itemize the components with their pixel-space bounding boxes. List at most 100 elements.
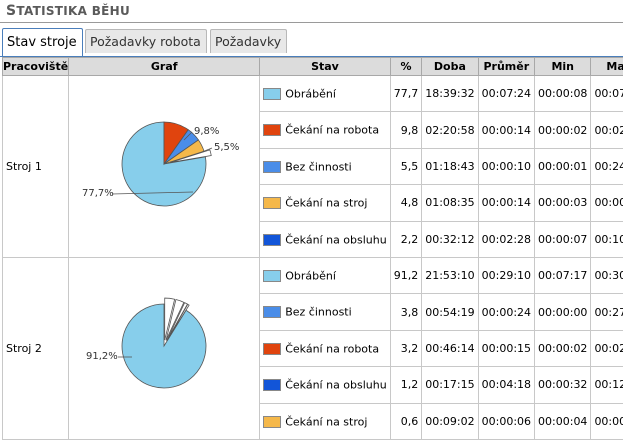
max-cell: 00:07:47 xyxy=(591,76,623,112)
doba-cell: 00:09:02 xyxy=(422,403,478,439)
min-cell: 00:00:02 xyxy=(535,330,591,366)
percent-cell: 4,8 xyxy=(390,185,422,221)
legend-swatch xyxy=(263,197,281,209)
stav-label: Obrábění xyxy=(285,87,336,100)
max-cell: 00:00:36 xyxy=(591,185,623,221)
pie-chart: 77,7% 9,8% 5,5% xyxy=(72,76,256,254)
column-header-pct: % xyxy=(390,58,422,76)
prumer-cell: 00:07:24 xyxy=(478,76,534,112)
stav-label: Čekání na obsluhu xyxy=(285,233,387,246)
min-cell: 00:00:01 xyxy=(535,148,591,184)
column-header-doba: Doba xyxy=(422,58,478,76)
pie-label: 5,5% xyxy=(214,142,239,153)
prumer-cell: 00:00:10 xyxy=(478,148,534,184)
column-header-min: Min xyxy=(535,58,591,76)
prumer-cell: 00:00:14 xyxy=(478,185,534,221)
legend-swatch xyxy=(263,343,281,355)
stav-cell: Čekání na stroj xyxy=(260,185,391,221)
percent-cell: 1,2 xyxy=(390,367,422,403)
doba-cell: 00:54:19 xyxy=(422,294,478,330)
percent-cell: 77,7 xyxy=(390,76,422,112)
percent-cell: 91,2 xyxy=(390,258,422,294)
stav-cell: Obrábění xyxy=(260,76,391,112)
statistics-table: Pracoviště Graf Stav % Doba Průměr Min M… xyxy=(2,57,623,440)
stav-label: Čekání na robota xyxy=(285,342,379,355)
prumer-cell: 00:29:10 xyxy=(478,258,534,294)
stav-label: Čekání na stroj xyxy=(285,415,367,428)
header-row: Pracoviště Graf Stav % Doba Průměr Min M… xyxy=(3,58,623,76)
percent-cell: 9,8 xyxy=(390,112,422,148)
prumer-cell: 00:02:28 xyxy=(478,221,534,257)
max-cell: 00:27:13 xyxy=(591,294,623,330)
page-title: STATISTIKA BĚHU xyxy=(6,3,130,19)
legend-swatch xyxy=(263,124,281,136)
doba-cell: 21:53:10 xyxy=(422,258,478,294)
column-header-pracoviste: Pracoviště xyxy=(3,58,69,76)
percent-cell: 0,6 xyxy=(390,403,422,439)
column-header-prumer: Průměr xyxy=(478,58,534,76)
legend-swatch xyxy=(263,270,281,282)
pie-chart-cell: 91,2% xyxy=(69,258,260,440)
tab-pozadavky[interactable]: Požadavky xyxy=(210,29,287,53)
min-cell: 00:00:07 xyxy=(535,221,591,257)
min-cell: 00:00:32 xyxy=(535,367,591,403)
tab-bar: Stav stroje Požadavky robota Požadavky xyxy=(2,29,623,56)
min-cell: 00:00:04 xyxy=(535,403,591,439)
doba-cell: 01:18:43 xyxy=(422,148,478,184)
percent-cell: 5,5 xyxy=(390,148,422,184)
min-cell: 00:00:03 xyxy=(535,185,591,221)
stav-cell: Čekání na obsluhu xyxy=(260,221,391,257)
percent-cell: 3,2 xyxy=(390,330,422,366)
prumer-cell: 00:00:15 xyxy=(478,330,534,366)
doba-cell: 00:46:14 xyxy=(422,330,478,366)
doba-cell: 02:20:58 xyxy=(422,112,478,148)
prumer-cell: 00:00:14 xyxy=(478,112,534,148)
stav-label: Čekání na obsluhu xyxy=(285,379,387,392)
legend-swatch xyxy=(263,234,281,246)
max-cell: 00:30:11 xyxy=(591,258,623,294)
pie-chart: 91,2% xyxy=(72,258,256,436)
legend-swatch xyxy=(263,416,281,428)
doba-cell: 01:08:35 xyxy=(422,185,478,221)
percent-cell: 2,2 xyxy=(390,221,422,257)
station-cell: Stroj 1 xyxy=(3,76,69,258)
prumer-cell: 00:00:06 xyxy=(478,403,534,439)
tab-pozadavky-robota[interactable]: Požadavky robota xyxy=(85,29,207,53)
station-cell: Stroj 2 xyxy=(3,258,69,440)
tab-stav-stroje[interactable]: Stav stroje xyxy=(2,28,83,56)
stav-cell: Čekání na obsluhu xyxy=(260,367,391,403)
stav-cell: Čekání na robota xyxy=(260,330,391,366)
prumer-cell: 00:04:18 xyxy=(478,367,534,403)
pie-chart-cell: 77,7% 9,8% 5,5% xyxy=(69,76,260,258)
stav-cell: Čekání na robota xyxy=(260,112,391,148)
legend-swatch xyxy=(263,88,281,100)
column-header-graf: Graf xyxy=(69,58,260,76)
max-cell: 00:00:28 xyxy=(591,403,623,439)
title-divider xyxy=(0,22,623,23)
legend-swatch xyxy=(263,306,281,318)
stav-label: Čekání na stroj xyxy=(285,197,367,210)
stav-cell: Bez činnosti xyxy=(260,294,391,330)
pie-label: 77,7% xyxy=(82,188,114,199)
prumer-cell: 00:00:24 xyxy=(478,294,534,330)
min-cell: 00:00:08 xyxy=(535,76,591,112)
stav-label: Bez činnosti xyxy=(285,160,351,173)
max-cell: 00:02:08 xyxy=(591,330,623,366)
pie-label: 9,8% xyxy=(194,126,219,137)
stav-label: Bez činnosti xyxy=(285,306,351,319)
legend-swatch xyxy=(263,379,281,391)
stav-label: Obrábění xyxy=(285,269,336,282)
doba-cell: 18:39:32 xyxy=(422,76,478,112)
pie-slice xyxy=(122,304,206,388)
doba-cell: 00:17:15 xyxy=(422,367,478,403)
doba-cell: 00:32:12 xyxy=(422,221,478,257)
max-cell: 00:02:22 xyxy=(591,112,623,148)
max-cell: 00:24:07 xyxy=(591,148,623,184)
min-cell: 00:00:00 xyxy=(535,294,591,330)
stav-cell: Bez činnosti xyxy=(260,148,391,184)
max-cell: 00:10:41 xyxy=(591,221,623,257)
column-header-stav: Stav xyxy=(260,58,391,76)
column-header-max: Max xyxy=(591,58,623,76)
